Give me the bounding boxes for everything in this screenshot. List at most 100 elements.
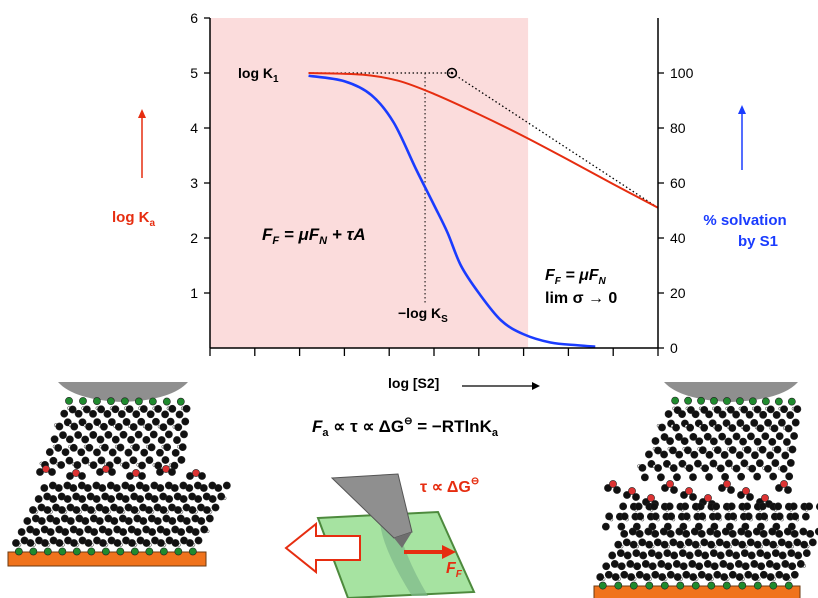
molecule-bead: [665, 502, 674, 511]
molecule-bead: [746, 538, 755, 547]
molecule-bead: [654, 446, 662, 455]
molecule-bead: [791, 512, 800, 521]
solvent-molecule: [186, 469, 206, 480]
molecule-bead: [121, 461, 130, 470]
molecule-bead: [636, 512, 645, 521]
right-tick-label: 40: [670, 230, 686, 246]
solvent-molecule: [36, 465, 56, 476]
molecule-bead: [197, 517, 206, 525]
molecule-bead: [77, 448, 86, 457]
molecule-bead: [69, 484, 78, 492]
molecule-bead: [116, 443, 125, 452]
molecule-bead: [743, 445, 752, 454]
molecule-bead: [130, 547, 139, 556]
molecule-bead: [641, 560, 650, 568]
molecule-bead: [108, 468, 116, 476]
molecule-bead: [61, 448, 70, 457]
molecular-chain: [715, 397, 749, 481]
molecule-bead: [598, 581, 607, 590]
molecule-bead: [728, 424, 737, 432]
molecule-bead: [660, 433, 669, 441]
contact-streak: [380, 522, 428, 596]
molecule-bead: [696, 502, 705, 511]
molecule-bead: [168, 468, 176, 476]
molecule-bead: [645, 450, 653, 459]
molecule-bead: [713, 570, 722, 579]
molecule-bead: [629, 581, 638, 590]
molecule-bead: [685, 551, 694, 560]
molecule-bead: [146, 410, 155, 419]
molecule-bead: [609, 480, 617, 488]
molecule-bead: [790, 432, 798, 440]
molecule-bead: [148, 397, 157, 406]
molecular-chain: [601, 502, 638, 531]
molecule-bead: [759, 410, 768, 419]
molecule-bead: [617, 522, 626, 531]
molecule-bead: [793, 538, 802, 547]
molecule-bead: [84, 539, 93, 547]
molecule-bead: [719, 560, 728, 568]
molecule-bead: [50, 435, 59, 444]
molecule-bead: [782, 573, 791, 581]
molecular-chain: [684, 397, 722, 481]
molecule-bead: [753, 405, 762, 414]
molecule-bead: [734, 560, 743, 568]
molecular-chain: [55, 481, 101, 556]
molecular-chain: [746, 397, 775, 481]
molecule-bead: [97, 456, 106, 465]
molecular-chain: [186, 481, 231, 556]
molecular-chain: [157, 481, 202, 556]
ff-equation-2: FF = μFN: [545, 267, 607, 287]
molecule-bead: [138, 472, 146, 480]
molecule-bead: [191, 528, 200, 536]
molecule-bead: [685, 464, 694, 473]
left-up-arrowhead: [138, 109, 146, 118]
molecule-bead: [666, 570, 675, 579]
molecular-chain: [71, 397, 105, 469]
molecule-bead: [784, 540, 793, 549]
molecule-bead: [145, 547, 154, 556]
molecule-bead: [79, 397, 87, 405]
molecule-bead: [675, 433, 683, 441]
molecule-bead: [101, 547, 110, 556]
right-axis-title-line1: % solvation: [703, 212, 786, 229]
molecule-bead: [638, 538, 647, 547]
ff-equation-1: FF = μFN + τA: [262, 225, 366, 247]
molecule-bead: [760, 512, 769, 521]
molecule-bead: [129, 456, 138, 465]
molecule-bead: [620, 512, 629, 521]
molecule-bead: [738, 581, 747, 590]
molecular-chain: [136, 397, 162, 470]
molecule-bead: [670, 551, 679, 560]
molecule-bead: [78, 418, 87, 427]
molecule-bead: [742, 487, 750, 495]
molecule-bead: [114, 422, 123, 431]
molecule-bead: [165, 495, 174, 503]
molecule-bead: [736, 397, 744, 406]
molecule-bead: [713, 446, 722, 454]
molecule-bead: [596, 573, 605, 581]
molecule-bead: [769, 472, 778, 481]
molecule-bead: [783, 527, 792, 536]
molecule-bead: [706, 527, 715, 536]
molecule-bead: [755, 459, 764, 468]
molecule-bead: [78, 472, 86, 480]
molecule-bead: [781, 560, 790, 568]
molecule-bead: [660, 540, 669, 549]
molecular-chain: [88, 397, 120, 470]
molecule-bead: [174, 423, 183, 432]
molecule-bead: [622, 538, 631, 547]
molecular-chain: [627, 527, 669, 590]
molecule-bead: [89, 431, 98, 439]
molecule-bead: [728, 529, 737, 538]
molecule-bead: [814, 527, 818, 536]
molecule-bead: [756, 424, 765, 433]
molecule-bead: [81, 435, 90, 444]
molecule-bead: [786, 459, 795, 467]
molecule-bead: [61, 528, 70, 536]
molecule-bead: [57, 461, 66, 469]
molecule-bead: [72, 506, 81, 514]
molecular-chain: [152, 397, 177, 470]
molecular-chain: [673, 527, 716, 590]
